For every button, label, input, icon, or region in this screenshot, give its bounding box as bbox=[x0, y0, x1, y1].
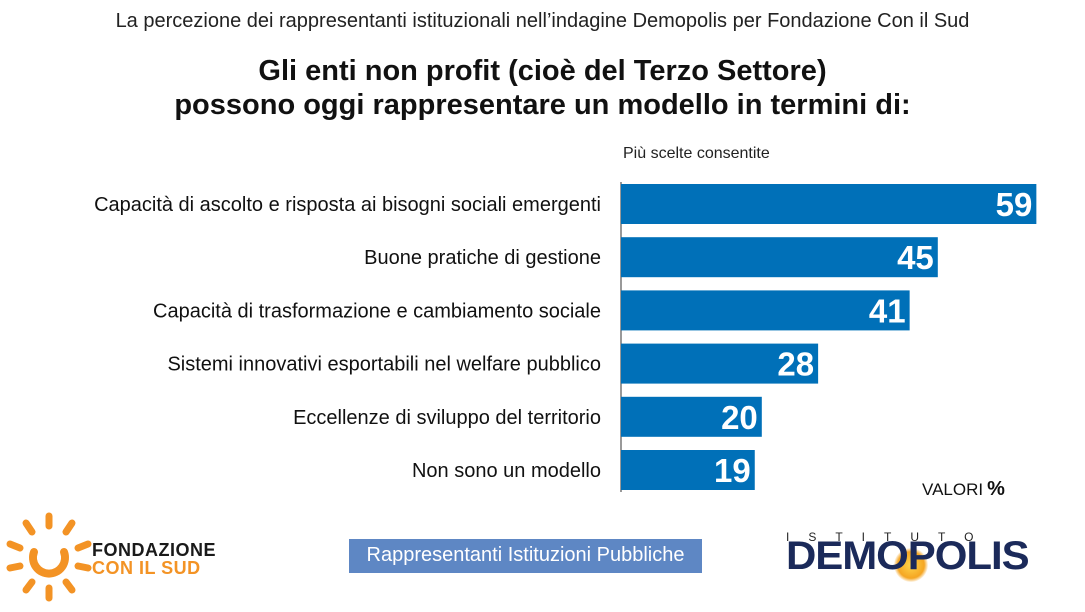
percent-sign: % bbox=[987, 478, 1005, 500]
multiple-choice-note: Più scelte consentite bbox=[623, 145, 770, 162]
fondazione-con-il-sud-logo: FONDAZIONE CON IL SUD bbox=[4, 510, 224, 610]
category-label: Capacità di trasformazione e cambiamento… bbox=[153, 300, 601, 322]
title-line-1: Gli enti non profit (cioè del Terzo Sett… bbox=[258, 55, 827, 87]
bar-chart: Capacità di ascolto e risposta ai bisogn… bbox=[94, 182, 1037, 492]
demopolis-logo: ISTITUTO DEMOPOLIS bbox=[786, 530, 1056, 610]
title-line-2: possono oggi rappresentare un modello in… bbox=[174, 89, 911, 121]
valori-text: VALORI bbox=[922, 480, 984, 499]
category-label: Eccellenze di sviluppo del territorio bbox=[293, 407, 601, 429]
bar-value-label: 28 bbox=[777, 346, 814, 383]
demopolis-small-text: ISTITUTO bbox=[786, 530, 993, 544]
bar bbox=[621, 450, 755, 490]
bar-value-label: 20 bbox=[721, 399, 758, 436]
sun-icon bbox=[6, 512, 92, 602]
bar bbox=[621, 237, 938, 278]
bar bbox=[621, 184, 1037, 224]
chart-subtitle: La percezione dei rappresentanti istituz… bbox=[115, 10, 970, 32]
fcs-line-1: FONDAZIONE bbox=[92, 540, 216, 560]
sample-label: Rappresentanti Istituzioni Pubbliche bbox=[349, 539, 702, 573]
fcs-line-2: CON IL SUD bbox=[92, 558, 201, 578]
bar-value-label: 19 bbox=[714, 452, 751, 489]
bar bbox=[621, 290, 910, 331]
bar bbox=[621, 396, 762, 437]
bar-value-label: 59 bbox=[996, 186, 1033, 223]
bar-value-label: 41 bbox=[869, 292, 906, 329]
values-unit-label: VALORI% bbox=[922, 478, 1005, 501]
bar bbox=[621, 343, 819, 384]
demopolis-sun-dot bbox=[894, 548, 928, 582]
demopolis-big-text: DEMOPOLIS bbox=[786, 534, 1030, 578]
category-label: Buone pratiche di gestione bbox=[364, 247, 601, 269]
category-label: Sistemi innovativi esportabili nel welfa… bbox=[167, 354, 601, 376]
category-label: Non sono un modello bbox=[412, 460, 601, 482]
bar-value-label: 45 bbox=[897, 239, 934, 276]
chart-title: Gli enti non profit (cioè del Terzo Sett… bbox=[0, 54, 1085, 122]
category-label: Capacità di ascolto e risposta ai bisogn… bbox=[94, 194, 601, 216]
